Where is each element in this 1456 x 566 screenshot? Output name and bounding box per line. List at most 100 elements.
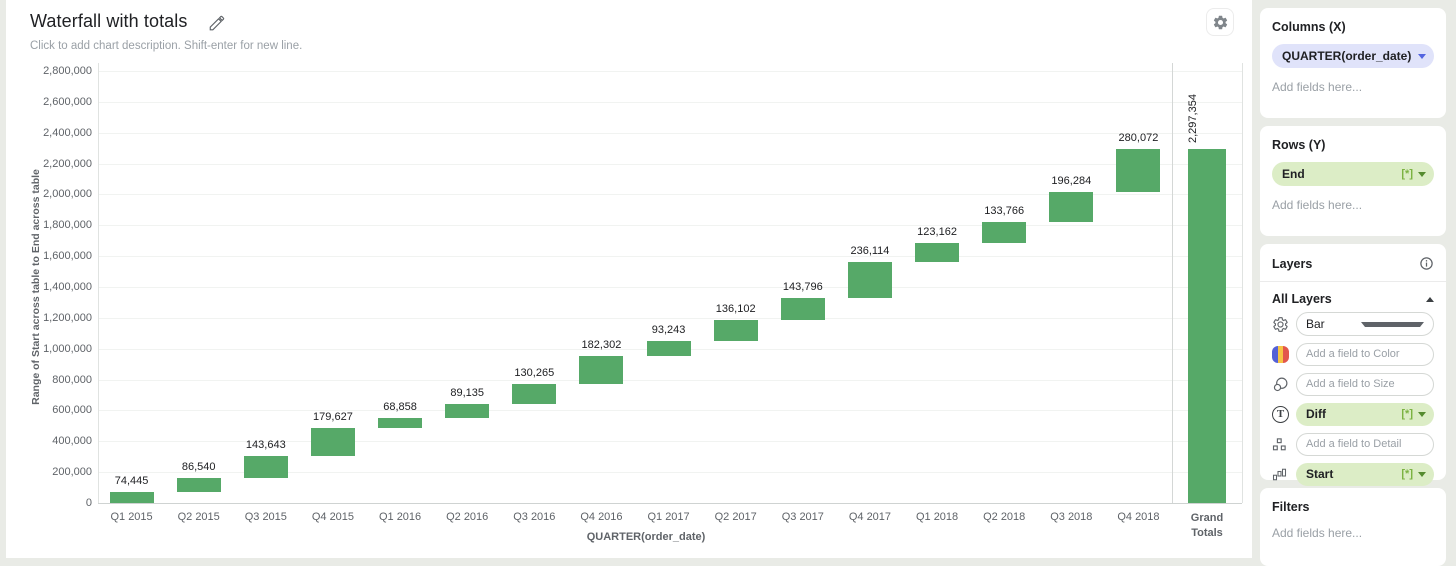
bar-value-label: 133,766: [984, 205, 1025, 218]
bar-value-label: 280,072: [1118, 131, 1159, 144]
bar-value-label: 179,627: [313, 411, 353, 424]
size-icon: [1272, 376, 1296, 393]
detail-icon: [1272, 437, 1296, 452]
x-tick-label: Q4 2018: [1117, 511, 1160, 523]
waterfall-bar-q1-2018[interactable]: [915, 242, 960, 262]
gridline: [98, 472, 1242, 474]
gridline: [98, 410, 1242, 412]
x-tick-label: Q1 2018: [915, 511, 959, 523]
gridline: [98, 101, 1242, 103]
bar-value-label: 236,114: [850, 244, 890, 257]
bar-value-label: 123,162: [917, 225, 957, 238]
x-tick-label: Q4 2017: [848, 511, 892, 523]
waterfall-bar-q1-2015[interactable]: [109, 491, 154, 503]
y-tick-label: 1,800,000: [43, 219, 92, 232]
bar-value-label: 68,858: [383, 400, 417, 413]
gridline: [98, 132, 1242, 134]
mark-type-select[interactable]: Bar: [1296, 312, 1434, 336]
gridline: [98, 379, 1242, 381]
filters-add-fields[interactable]: Add fields here...: [1272, 526, 1363, 540]
bar-value-label: 182,302: [581, 338, 622, 351]
y-tick-label: 2,600,000: [43, 95, 92, 108]
totals-separator-line: [1172, 63, 1173, 503]
x-tick-label: Q4 2015: [311, 511, 355, 523]
pill-quarter-order-date[interactable]: QUARTER(order_date): [1272, 44, 1434, 68]
waterfall-bar-q4-2015[interactable]: [310, 428, 355, 456]
gridline: [98, 163, 1242, 165]
grand-total-value-label: 2,297,354: [1187, 93, 1199, 143]
bar-value-label: 136,102: [715, 303, 756, 316]
pill-end[interactable]: End [*]: [1272, 162, 1434, 186]
waterfall-bar-q2-2015[interactable]: [176, 478, 221, 492]
waterfall-bar-q3-2017[interactable]: [780, 298, 825, 321]
x-tick-label: Q3 2018: [1050, 511, 1093, 523]
info-icon[interactable]: [1419, 256, 1434, 271]
grand-total-bar[interactable]: [1188, 148, 1226, 503]
y-tick-label: 2,200,000: [43, 157, 92, 170]
chart-description-placeholder[interactable]: Click to add chart description. Shift-en…: [30, 40, 303, 52]
y-tick-label: 400,000: [52, 435, 92, 448]
y-tick-label: 1,000,000: [43, 342, 92, 355]
waterfall-bar-q2-2016[interactable]: [445, 403, 490, 418]
x-tick-label: Q3 2016: [513, 511, 556, 523]
edit-title-icon[interactable]: [208, 14, 226, 32]
waterfall-bar-q2-2018[interactable]: [982, 222, 1027, 243]
bar-value-label: 74,445: [114, 474, 149, 487]
gridline: [98, 194, 1242, 196]
rows-header: Rows (Y): [1272, 138, 1326, 152]
chevron-down-icon: [1418, 53, 1426, 59]
chevron-down-icon: [1418, 411, 1426, 417]
x-tick-label: Q3 2015: [244, 511, 287, 523]
rows-add-fields[interactable]: Add fields here...: [1272, 198, 1363, 212]
bar-value-label: 143,796: [782, 281, 823, 294]
chevron-up-icon: [1426, 296, 1434, 302]
divider: [1260, 281, 1446, 282]
waterfall-bar-q4-2017[interactable]: [847, 261, 892, 299]
waterfall-bar-q1-2017[interactable]: [646, 341, 691, 356]
bar-value-label: 143,643: [245, 439, 286, 451]
y-tick-label: 1,400,000: [43, 281, 92, 293]
all-layers-toggle[interactable]: All Layers: [1272, 292, 1434, 306]
x-tick-label: Q1 2016: [378, 511, 422, 523]
bar-value-label: 89,135: [450, 386, 485, 399]
waterfall-bar-q4-2018[interactable]: [1116, 148, 1161, 192]
waterfall-bar-q3-2015[interactable]: [243, 456, 288, 479]
bar-value-label: 130,265: [514, 366, 555, 379]
gridline: [98, 317, 1242, 319]
waterfall-bar-q4-2016[interactable]: [579, 355, 624, 384]
layers-card: Layers All Layers Bar: [1260, 244, 1446, 486]
x-axis-line: [98, 503, 1242, 504]
bars-icon: [1272, 467, 1296, 482]
y-tick-label: 600,000: [52, 404, 92, 417]
text-icon: T: [1272, 405, 1296, 423]
pill-start[interactable]: Start [*]: [1296, 462, 1434, 486]
detail-field-input[interactable]: [1296, 432, 1434, 456]
bar-value-label: 196,284: [1051, 174, 1092, 187]
pill-diff[interactable]: Diff [*]: [1296, 402, 1434, 426]
columns-add-fields[interactable]: Add fields here...: [1272, 80, 1363, 94]
size-field-input[interactable]: [1296, 372, 1434, 396]
waterfall-bar-q1-2016[interactable]: [378, 417, 423, 429]
plot-right-line: [1242, 63, 1243, 503]
x-tick-label: Q3 2017: [781, 511, 824, 523]
color-icon: [1272, 345, 1296, 363]
waterfall-bar-q2-2017[interactable]: [713, 320, 758, 342]
rows-card: Rows (Y) End [*] Add fields here...: [1260, 126, 1446, 236]
x-axis-title: QUARTER(order_date): [586, 531, 706, 543]
y-tick-label: 2,000,000: [43, 188, 92, 201]
gridline: [98, 287, 1242, 288]
chart-settings-button[interactable]: [1206, 8, 1234, 36]
waterfall-bar-q3-2016[interactable]: [512, 383, 557, 404]
page-title[interactable]: Waterfall with totals: [30, 11, 188, 31]
x-tick-label: Q4 2016: [580, 511, 623, 523]
gridline: [98, 71, 1242, 72]
waterfall-bar-q3-2018[interactable]: [1049, 191, 1094, 223]
x-tick-label: Q2 2018: [983, 511, 1026, 523]
color-field-input[interactable]: [1296, 342, 1434, 366]
y-tick-label: 200,000: [52, 466, 92, 479]
y-tick-label: 1,600,000: [43, 250, 92, 263]
layers-header: Layers: [1272, 256, 1313, 271]
y-tick-label: 800,000: [52, 373, 92, 386]
chart-canvas: Range of Start across table to End acros…: [6, 0, 1252, 558]
y-tick-label: 0: [85, 497, 92, 509]
